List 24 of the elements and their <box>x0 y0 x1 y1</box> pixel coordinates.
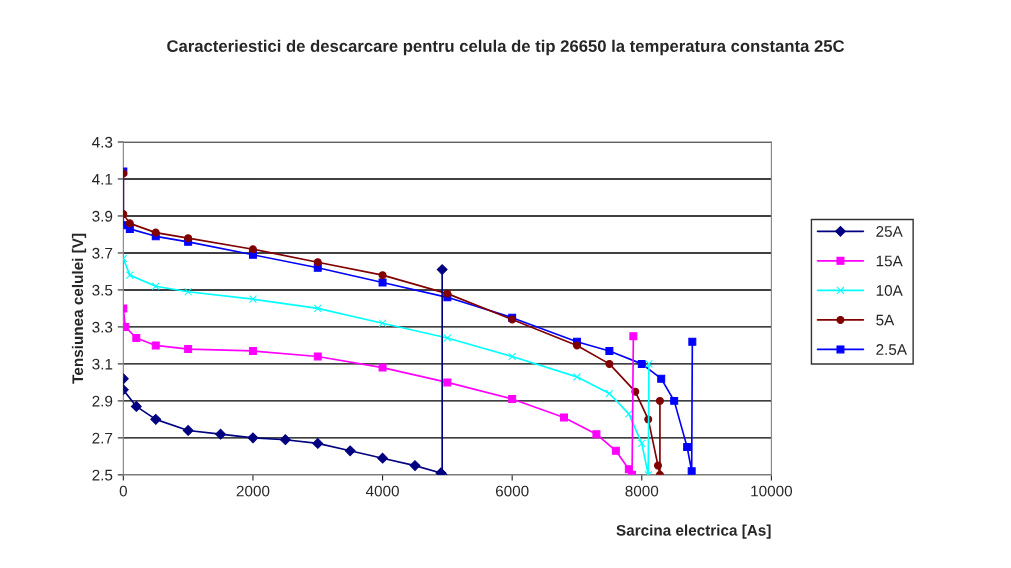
y-tick-label: 3.9 <box>92 210 113 222</box>
y-tick-label: 2.5 <box>92 469 113 481</box>
x-tick-label: 6000 <box>495 485 529 497</box>
x-tick-label: 0 <box>119 485 127 497</box>
legend-label: 25A <box>876 226 903 237</box>
y-tick-label: 4.1 <box>92 174 113 185</box>
y-axis-title: Tensiunea celulei [V] <box>71 233 87 384</box>
y-tick-label: 2.9 <box>92 395 113 407</box>
x-tick-label: 8000 <box>625 485 659 497</box>
legend-label: 10A <box>876 285 903 296</box>
x-tick-label: 2000 <box>236 485 270 497</box>
y-tick-label: 3.1 <box>92 358 113 370</box>
y-tick-label: 3.5 <box>92 284 113 296</box>
legend-label: 15A <box>876 255 903 267</box>
y-tick-label: 4.3 <box>92 136 113 148</box>
x-tick-label: 10000 <box>751 485 793 497</box>
x-axis-title: Sarcina electrica [As] <box>616 524 771 539</box>
legend-label: 5A <box>876 314 895 326</box>
y-tick-label: 3.7 <box>92 247 113 259</box>
chart-title: Caracteriestici de descarcare pentru celula de tip 26650 la temperatura constanta 25C <box>167 39 845 56</box>
legend-label: 2.5A <box>876 344 907 355</box>
y-tick-label: 3.3 <box>92 321 113 333</box>
x-tick-label: 4000 <box>365 485 399 497</box>
y-tick-label: 2.7 <box>92 432 113 444</box>
